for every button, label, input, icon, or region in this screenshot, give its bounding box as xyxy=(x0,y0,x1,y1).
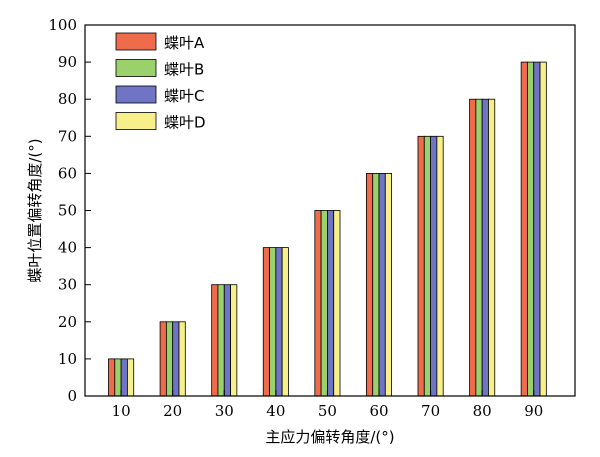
x-tick-label: 10 xyxy=(112,402,131,420)
bar-蝶叶D-10 xyxy=(127,358,135,397)
x-tick-label: 50 xyxy=(318,402,337,420)
x-tick-label: 20 xyxy=(163,402,182,420)
legend-label-蝶叶B: 蝶叶B xyxy=(164,61,204,79)
y-tick-label: 0 xyxy=(67,387,77,405)
ticks-layer: 0 10 20 30 40 50 60 70 80 90 100 10 20 30 40 50 60 70 80 90 xyxy=(48,16,543,420)
bar-蝶叶B-90 xyxy=(527,61,535,397)
bar-蝶叶D-80 xyxy=(488,98,496,397)
bar-蝶叶D-30 xyxy=(230,284,238,397)
bar-蝶叶B-50 xyxy=(320,210,328,397)
bar-蝶叶A-20 xyxy=(159,321,167,397)
legend: 蝶叶A 蝶叶B 蝶叶C 蝶叶D xyxy=(115,32,206,132)
y-tick-label: 30 xyxy=(58,276,77,294)
x-tick-label: 70 xyxy=(421,402,440,420)
y-tick-label: 60 xyxy=(58,164,77,182)
x-tick-label: 30 xyxy=(215,402,234,420)
x-tick-label: 80 xyxy=(473,402,492,420)
x-tick-label: 60 xyxy=(369,402,388,420)
bar-蝶叶A-50 xyxy=(314,210,322,397)
legend-swatch-蝶叶C xyxy=(115,85,157,104)
bars-layer xyxy=(108,61,547,397)
bar-蝶叶C-50 xyxy=(327,210,335,397)
bar-蝶叶D-20 xyxy=(178,321,186,397)
x-axis-title: 主应力偏转角度/(°) xyxy=(265,428,394,446)
bar-蝶叶C-70 xyxy=(430,135,438,397)
bar-蝶叶C-60 xyxy=(378,172,386,397)
bar-蝶叶D-40 xyxy=(281,247,289,397)
bar-蝶叶A-40 xyxy=(262,247,270,397)
bar-蝶叶B-80 xyxy=(475,98,483,397)
y-tick-label: 50 xyxy=(58,202,77,220)
bar-蝶叶C-20 xyxy=(172,321,180,397)
bar-蝶叶A-70 xyxy=(417,135,425,397)
x-tick-label: 90 xyxy=(524,402,543,420)
bar-蝶叶B-10 xyxy=(114,358,122,397)
bar-蝶叶B-60 xyxy=(372,172,380,397)
y-tick-label: 70 xyxy=(58,127,77,145)
bar-蝶叶B-20 xyxy=(165,321,174,397)
bar-蝶叶D-90 xyxy=(539,61,547,397)
y-tick-label: 80 xyxy=(58,90,77,108)
legend-swatch-蝶叶A xyxy=(115,32,157,51)
bar-蝶叶C-30 xyxy=(223,284,231,397)
legend-swatch-蝶叶B xyxy=(115,59,157,77)
bar-蝶叶A-60 xyxy=(365,172,374,397)
bar-蝶叶B-40 xyxy=(269,247,277,397)
bar-蝶叶A-80 xyxy=(469,98,477,397)
bar-蝶叶C-10 xyxy=(120,358,128,397)
bar-蝶叶C-40 xyxy=(275,247,283,397)
y-tick-label: 100 xyxy=(48,16,77,34)
x-tick-label: 40 xyxy=(266,402,285,420)
bar-蝶叶A-30 xyxy=(211,284,219,397)
bar-蝶叶A-10 xyxy=(108,358,116,397)
bar-蝶叶A-90 xyxy=(520,61,528,397)
bar-蝶叶C-90 xyxy=(533,61,541,397)
bar-蝶叶C-80 xyxy=(481,98,489,397)
bar-蝶叶D-50 xyxy=(333,210,341,397)
bar-蝶叶D-70 xyxy=(436,135,444,397)
legend-swatch-蝶叶D xyxy=(115,112,157,130)
bar-蝶叶B-70 xyxy=(423,135,431,397)
y-axis-title: 蝶叶位置偏转角度/(°) xyxy=(26,138,44,282)
y-tick-label: 90 xyxy=(58,53,77,71)
legend-label-蝶叶C: 蝶叶C xyxy=(164,87,204,105)
legend-label-蝶叶A: 蝶叶A xyxy=(164,34,205,52)
y-tick-label: 20 xyxy=(58,313,77,331)
bar-蝶叶D-60 xyxy=(384,172,392,397)
y-tick-label: 10 xyxy=(58,350,77,368)
bar-蝶叶B-30 xyxy=(217,284,225,397)
legend-label-蝶叶D: 蝶叶D xyxy=(164,114,206,132)
y-tick-label: 40 xyxy=(58,239,77,257)
